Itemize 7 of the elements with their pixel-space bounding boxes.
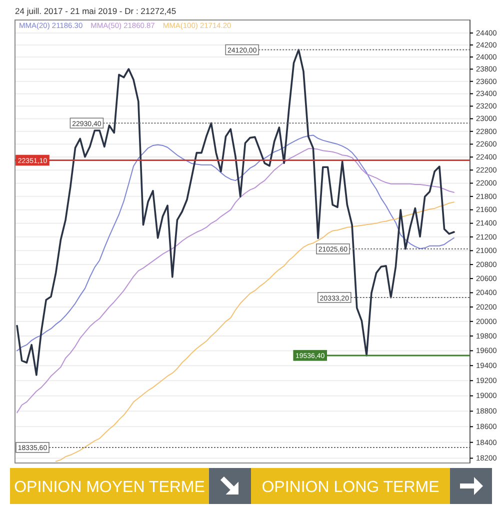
text: OPINION MOYEN TERME — [14, 479, 205, 496]
chart-title: 24 juill. 2017 - 21 mai 2019 - Dr : 21272,45 — [15, 6, 176, 16]
text: OPINION LONG TERME — [262, 479, 440, 496]
line-series — [16, 148, 454, 414]
line-series — [55, 202, 454, 462]
line-series — [16, 134, 454, 352]
line-series — [16, 48, 455, 376]
